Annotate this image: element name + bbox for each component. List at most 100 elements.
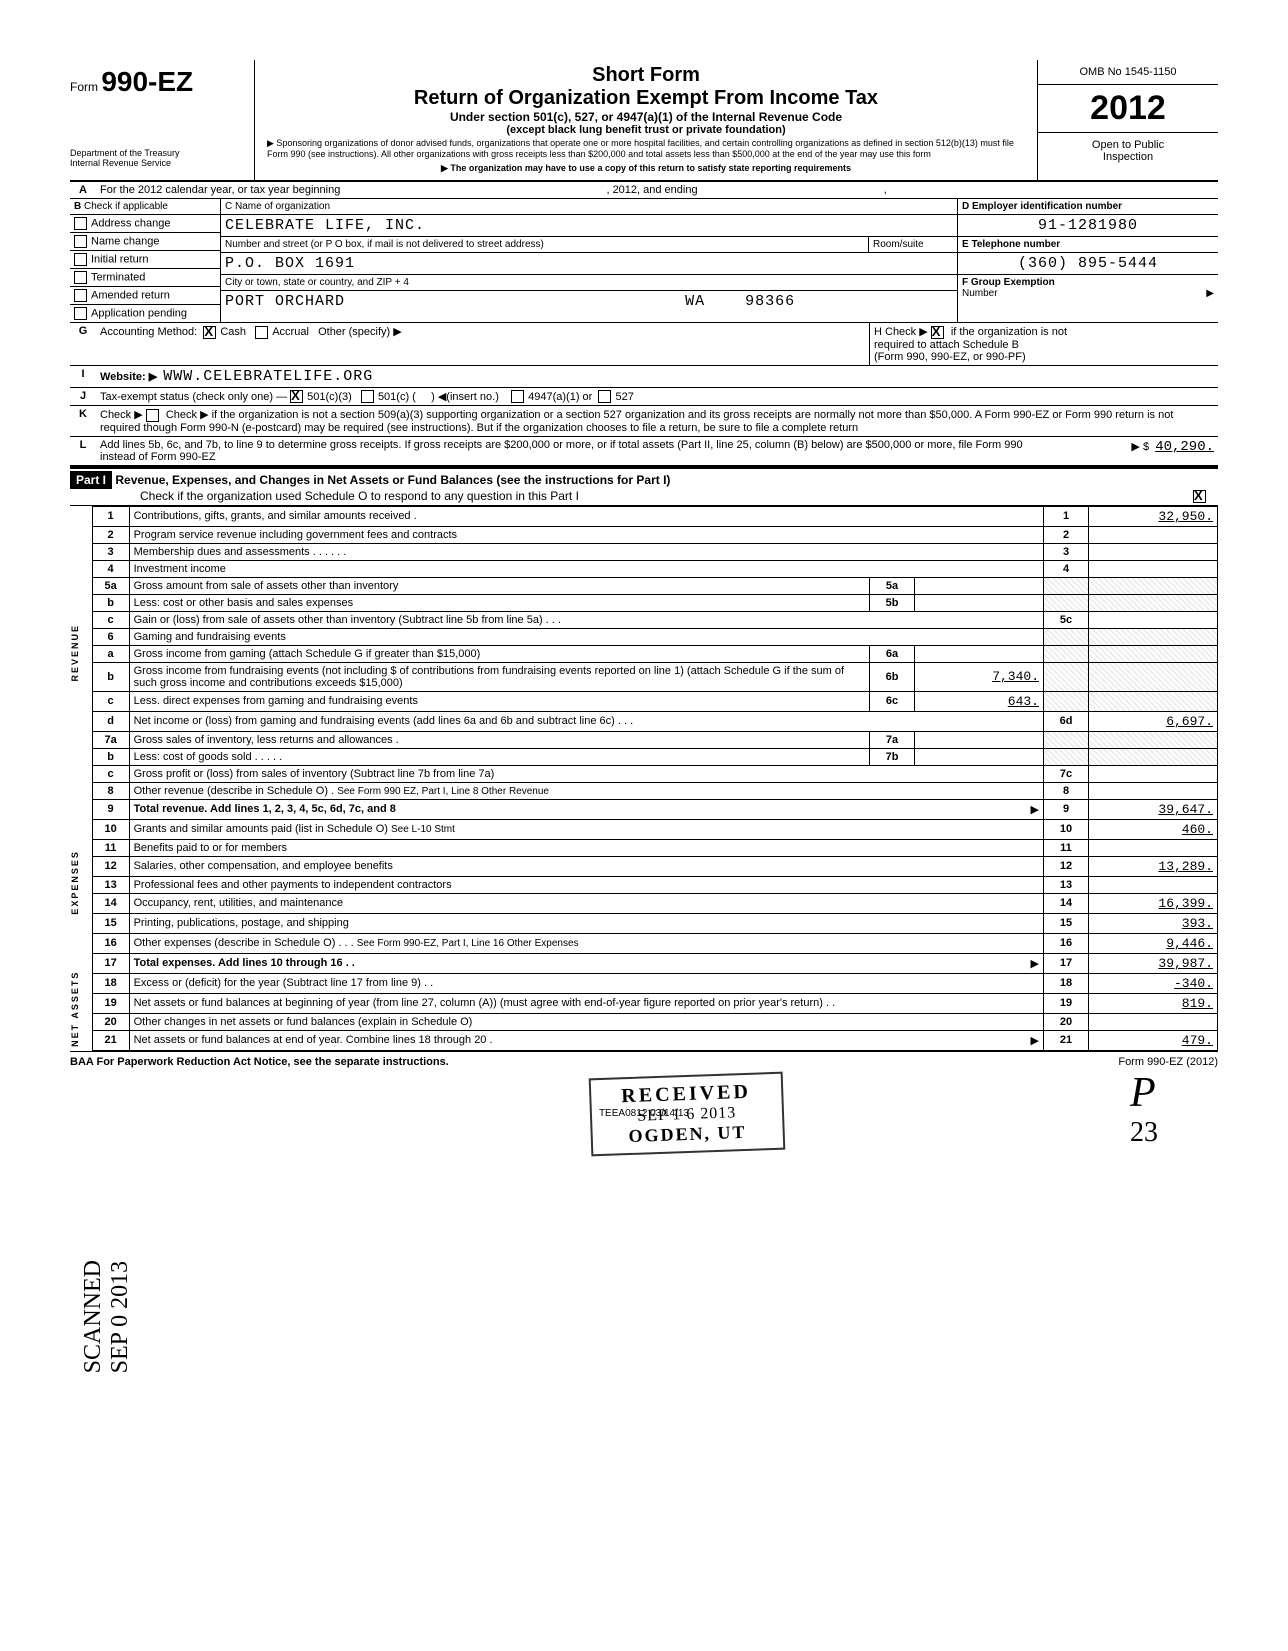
part1-title: Revenue, Expenses, and Changes in Net As… [115,473,670,487]
col-number: 13 [1044,876,1089,893]
cb-cash[interactable] [203,326,216,339]
col-shaded [1044,577,1089,594]
amt-shaded [1089,731,1218,748]
fine-print-1: ▶ Sponsoring organizations of donor advi… [263,136,1029,161]
line-number: 7a [92,731,129,748]
line-desc: Occupancy, rent, utilities, and maintena… [129,893,1043,913]
table-row: 17Total expenses. Add lines 10 through 1… [92,953,1217,973]
line-desc: Net income or (loss) from gaming and fun… [129,711,1043,731]
line-amount [1089,560,1218,577]
mid-amount: 643. [915,691,1044,711]
line-number: 3 [92,543,129,560]
col-number: 7c [1044,765,1089,782]
street-label: Number and street (or P O box, if mail i… [221,237,868,252]
dept-treasury: Department of the Treasury [70,148,250,158]
table-row: cGross profit or (loss) from sales of in… [92,765,1217,782]
accrual-label: Accrual [272,326,309,338]
col-shaded [1044,748,1089,765]
cb-501c3[interactable] [290,390,303,403]
room-label: Room/suite [868,237,957,252]
title-main: Return of Organization Exempt From Incom… [263,87,1029,110]
label-j: J [70,388,96,406]
line-number: c [92,691,129,711]
amt-shaded [1089,594,1218,611]
omb-number: OMB No 1545-1150 [1038,60,1218,85]
mid-amount [915,748,1044,765]
cb-app-pending[interactable] [74,307,87,320]
phone-value: (360) 895-5444 [958,253,1218,275]
tax-year: 2012 [1038,85,1218,133]
line-number: c [92,765,129,782]
cb-address-change[interactable] [74,217,87,230]
line-amount [1089,611,1218,628]
cb-schedule-o[interactable] [1193,490,1206,503]
cb-terminated[interactable] [74,271,87,284]
h-text4: (Form 990, 990-EZ, or 990-PF) [874,351,1026,363]
amt-shaded [1089,691,1218,711]
table-row: 8Other revenue (describe in Schedule O) … [92,782,1217,799]
line-amount: 9,446. [1089,933,1218,953]
h-text2: if the organization is not [951,326,1067,338]
col-number: 12 [1044,856,1089,876]
col-number: 19 [1044,993,1089,1013]
line-number: b [92,662,129,691]
col-number: 8 [1044,782,1089,799]
cb-527[interactable] [598,390,611,403]
cb-4947[interactable] [511,390,524,403]
mid-col-label: 5a [870,577,915,594]
table-row: bLess: cost or other basis and sales exp… [92,594,1217,611]
line-desc: Net assets or fund balances at end of ye… [129,1030,1043,1050]
mid-amount: 7,340. [915,662,1044,691]
cb-lineK[interactable] [146,409,159,422]
cb-accrual[interactable] [255,326,268,339]
org-name-label: C Name of organization [221,199,957,215]
line-number: b [92,748,129,765]
website-value: WWW.CELEBRATELIFE.ORG [163,368,373,385]
line-desc: Benefits paid to or for members [129,839,1043,856]
table-row: 18Excess or (deficit) for the year (Subt… [92,973,1217,993]
table-row: 14Occupancy, rent, utilities, and mainte… [92,893,1217,913]
ein-value: 91-1281980 [958,215,1218,237]
col-number: 1 [1044,506,1089,526]
line-a-text3: , [884,184,887,196]
h-text3: required to attach Schedule B [874,339,1019,351]
part1-check-text: Check if the organization used Schedule … [70,489,579,503]
cb-name-change[interactable] [74,235,87,248]
cb-amended[interactable] [74,289,87,302]
line-amount: 6,697. [1089,711,1218,731]
line-k-text: Check ▶ if the organization is not a sec… [100,409,1173,434]
col-number: 3 [1044,543,1089,560]
table-row: 11Benefits paid to or for members11 [92,839,1217,856]
label-b: B [74,201,81,212]
terminated-label: Terminated [91,271,145,283]
form-word: Form [70,80,98,94]
table-row: 6Gaming and fundraising events [92,628,1217,645]
h-text1: H Check ▶ [874,326,928,338]
line-amount: 13,289. [1089,856,1218,876]
line-desc: Less: cost or other basis and sales expe… [129,594,869,611]
cb-schedule-b[interactable] [931,326,944,339]
line-amount: 393. [1089,913,1218,933]
city-label: City or town, state or country, and ZIP … [221,275,957,291]
line-number: 15 [92,913,129,933]
cb-501c[interactable] [361,390,374,403]
line-amount: 16,399. [1089,893,1218,913]
col-number: 17 [1044,953,1089,973]
table-row: aGross income from gaming (attach Schedu… [92,645,1217,662]
col-number: 2 [1044,526,1089,543]
mid-col-label: 7a [870,731,915,748]
col-number: 6d [1044,711,1089,731]
table-row: 2Program service revenue including gover… [92,526,1217,543]
line-amount: 819. [1089,993,1218,1013]
line-desc: Grants and similar amounts paid (list in… [129,819,1043,839]
col-number: 15 [1044,913,1089,933]
line-desc: Less: cost of goods sold . . . . . [129,748,869,765]
cb-initial-return[interactable] [74,253,87,266]
table-row: 1Contributions, gifts, grants, and simil… [92,506,1217,526]
hand-p: P [1130,1070,1156,1116]
org-name: CELEBRATE LIFE, INC. [221,215,957,237]
line-desc: Excess or (deficit) for the year (Subtra… [129,973,1043,993]
mid-col-label: 6a [870,645,915,662]
mid-col-label: 6b [870,662,915,691]
scanned-stamp: SCANNED SEP 0 2013 [80,1260,134,1373]
